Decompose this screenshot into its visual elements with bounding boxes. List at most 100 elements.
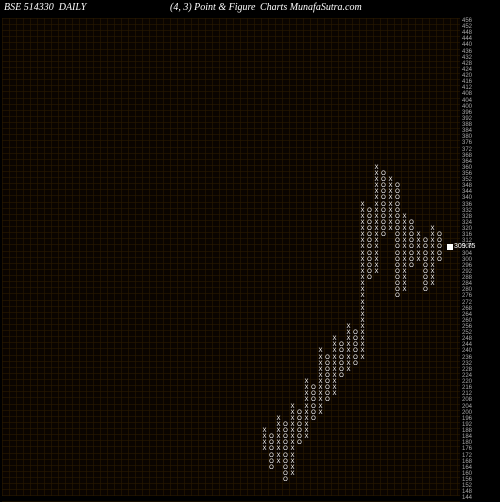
grid-line bbox=[2, 483, 460, 484]
pf-o-mark: O bbox=[394, 220, 401, 226]
pf-x-mark: X bbox=[317, 410, 324, 416]
pf-x-mark: X bbox=[401, 220, 408, 226]
pf-x-mark: X bbox=[387, 202, 394, 208]
pf-o-mark: O bbox=[338, 348, 345, 354]
grid-line bbox=[2, 238, 460, 239]
y-axis-label: 444 bbox=[462, 36, 472, 42]
pf-x-mark: X bbox=[429, 281, 436, 287]
pf-o-mark: O bbox=[296, 440, 303, 446]
grid-line bbox=[2, 147, 460, 148]
pf-o-mark: O bbox=[394, 275, 401, 281]
y-axis-label: 392 bbox=[462, 116, 472, 122]
grid-line bbox=[2, 373, 460, 374]
pf-o-mark: O bbox=[310, 385, 317, 391]
pf-x-mark: X bbox=[331, 379, 338, 385]
pf-x-mark: X bbox=[303, 434, 310, 440]
pf-x-mark: X bbox=[345, 324, 352, 330]
pf-x-mark: X bbox=[331, 391, 338, 397]
pf-x-mark: X bbox=[429, 238, 436, 244]
y-axis-label: 220 bbox=[462, 379, 472, 385]
pf-x-mark: X bbox=[415, 251, 422, 257]
pf-x-mark: X bbox=[303, 397, 310, 403]
pf-o-mark: O bbox=[394, 183, 401, 189]
pf-x-mark: X bbox=[415, 257, 422, 263]
pf-x-mark: X bbox=[331, 355, 338, 361]
grid-line bbox=[2, 434, 460, 435]
pf-o-mark: O bbox=[394, 257, 401, 263]
y-axis-label: 388 bbox=[462, 122, 472, 128]
grid-line bbox=[2, 428, 460, 429]
grid-line bbox=[2, 128, 460, 129]
pf-o-mark: O bbox=[282, 434, 289, 440]
grid-line bbox=[205, 18, 206, 496]
pf-o-mark: O bbox=[282, 459, 289, 465]
pf-x-mark: X bbox=[359, 312, 366, 318]
pf-x-mark: X bbox=[359, 257, 366, 263]
pf-x-mark: X bbox=[387, 195, 394, 201]
y-axis-label: 216 bbox=[462, 385, 472, 391]
y-axis-label: 152 bbox=[462, 483, 472, 489]
grid-line bbox=[380, 18, 381, 496]
y-axis-label: 452 bbox=[462, 24, 472, 30]
pf-o-mark: O bbox=[268, 434, 275, 440]
grid-line bbox=[2, 49, 460, 50]
grid-line bbox=[170, 18, 171, 496]
pf-o-mark: O bbox=[282, 465, 289, 471]
pf-x-mark: X bbox=[373, 269, 380, 275]
pf-x-mark: X bbox=[373, 165, 380, 171]
pf-o-mark: O bbox=[352, 355, 359, 361]
pf-o-mark: O bbox=[268, 453, 275, 459]
grid-line bbox=[107, 18, 108, 496]
pf-x-mark: X bbox=[261, 446, 268, 452]
pf-o-mark: O bbox=[310, 404, 317, 410]
y-axis-label: 228 bbox=[462, 367, 472, 373]
pf-x-mark: X bbox=[303, 428, 310, 434]
y-axis-label: 364 bbox=[462, 159, 472, 165]
grid-line bbox=[2, 244, 460, 245]
grid-line bbox=[2, 79, 460, 80]
pf-x-mark: X bbox=[373, 238, 380, 244]
pf-o-mark: O bbox=[366, 208, 373, 214]
grid-line bbox=[58, 18, 59, 496]
pf-o-mark: O bbox=[408, 244, 415, 250]
pf-x-mark: X bbox=[317, 404, 324, 410]
pf-o-mark: O bbox=[394, 281, 401, 287]
pf-o-mark: O bbox=[366, 214, 373, 220]
pf-o-mark: O bbox=[436, 257, 443, 263]
y-axis-label: 144 bbox=[462, 495, 472, 501]
grid-line bbox=[2, 281, 460, 282]
grid-line bbox=[2, 42, 460, 43]
y-axis-label: 248 bbox=[462, 336, 472, 342]
grid-line bbox=[2, 36, 460, 37]
pf-x-mark: X bbox=[303, 385, 310, 391]
pf-o-mark: O bbox=[394, 263, 401, 269]
y-axis-label: 352 bbox=[462, 177, 472, 183]
grid-line bbox=[100, 18, 101, 496]
grid-line bbox=[2, 477, 460, 478]
pf-o-mark: O bbox=[422, 287, 429, 293]
pf-o-mark: O bbox=[380, 195, 387, 201]
pf-x-mark: X bbox=[359, 342, 366, 348]
pf-x-mark: X bbox=[373, 220, 380, 226]
grid-line bbox=[2, 453, 460, 454]
pf-o-mark: O bbox=[352, 361, 359, 367]
pf-x-mark: X bbox=[415, 232, 422, 238]
pf-o-mark: O bbox=[296, 410, 303, 416]
pf-x-mark: X bbox=[275, 434, 282, 440]
pf-x-mark: X bbox=[401, 238, 408, 244]
pf-x-mark: X bbox=[303, 422, 310, 428]
pf-x-mark: X bbox=[401, 263, 408, 269]
grid-line bbox=[226, 18, 227, 496]
pf-x-mark: X bbox=[289, 459, 296, 465]
pf-x-mark: X bbox=[429, 257, 436, 263]
pf-o-mark: O bbox=[338, 361, 345, 367]
pf-x-mark: X bbox=[373, 214, 380, 220]
pf-x-mark: X bbox=[275, 428, 282, 434]
pf-x-mark: X bbox=[415, 244, 422, 250]
pf-o-mark: O bbox=[394, 232, 401, 238]
y-axis-label: 436 bbox=[462, 49, 472, 55]
pf-x-mark: X bbox=[331, 367, 338, 373]
pf-x-mark: X bbox=[345, 348, 352, 354]
pf-o-mark: O bbox=[422, 263, 429, 269]
pf-o-mark: O bbox=[394, 287, 401, 293]
